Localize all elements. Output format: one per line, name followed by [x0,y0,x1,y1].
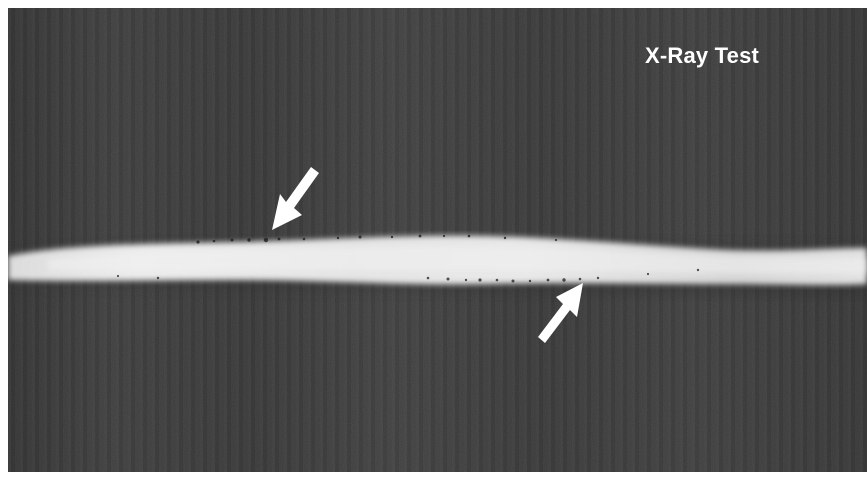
porosity-upper [196,234,558,244]
porosity-lower [116,268,700,283]
weld-core [48,246,867,274]
arrow-down-left-icon [272,167,319,230]
image-title: X-Ray Test [645,43,760,68]
radiograph-graphic [8,8,867,472]
xray-radiograph [8,8,867,472]
arrow-up-right-icon [538,283,583,343]
